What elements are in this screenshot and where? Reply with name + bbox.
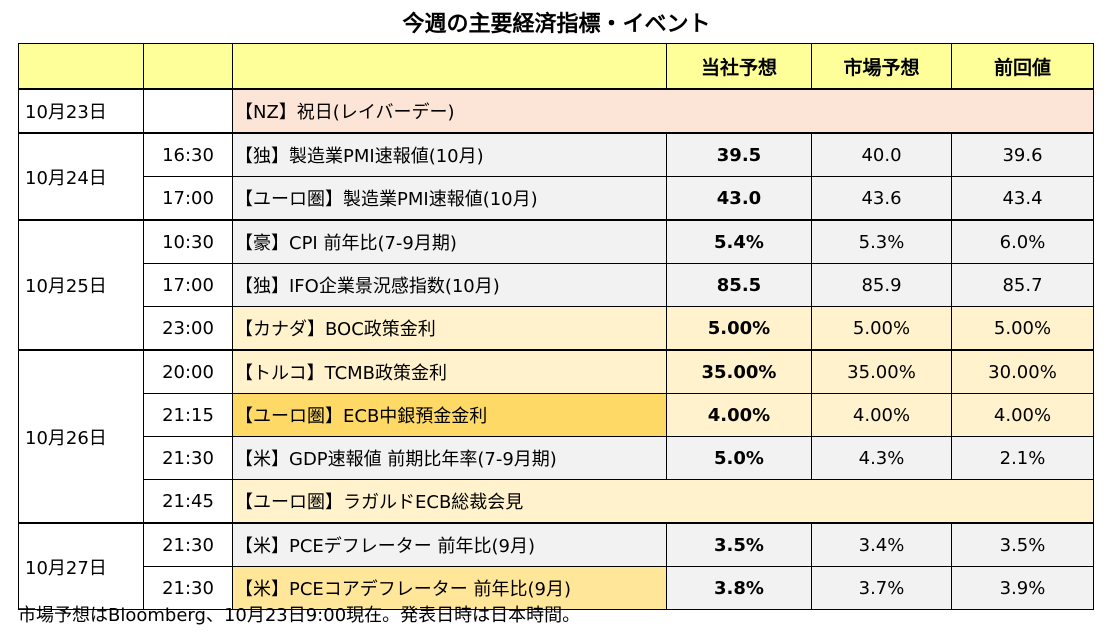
value-cell: 85.7 — [951, 263, 1094, 307]
value-cell: 85.5 — [666, 263, 812, 307]
header-cell — [18, 43, 144, 90]
value-cell: 40.0 — [811, 132, 952, 177]
header-cell: 前回値 — [951, 43, 1094, 90]
row: 21:15 【ユーロ圏】ECB中銀預金金利 4.00% 4.00% 4.00% — [19, 393, 1094, 437]
value-cell: 5.00% — [811, 306, 952, 351]
event-cell: 【豪】CPI 前年比(7-9月期) — [232, 219, 667, 264]
value-cell: 85.9 — [811, 263, 952, 307]
time-cell: 21:30 — [143, 566, 233, 610]
value-cell: 3.7% — [811, 566, 952, 610]
value-cell: 2.1% — [951, 436, 1094, 480]
event-cell: 【米】PCEコアデフレーター 前年比(9月) — [232, 566, 667, 610]
event-cell: 【NZ】祝日(レイバーデー) — [232, 88, 1094, 134]
event-cell: 【ユーロ圏】ラガルドECB総裁会見 — [232, 479, 1094, 524]
value-cell: 30.00% — [951, 349, 1094, 394]
row: 23:00 【カナダ】BOC政策金利 5.00% 5.00% 5.00% — [19, 306, 1094, 351]
value-cell: 39.6 — [951, 132, 1094, 177]
header-cell — [143, 43, 233, 90]
row: 10月27日 21:30 【米】PCEデフレーター 前年比(9月) 3.5% 3.4% 3… — [18, 522, 1094, 610]
event-cell: 【米】PCEデフレーター 前年比(9月) — [232, 522, 667, 567]
row: 10月26日 20:00 【トルコ】TCMB政策金利 35.00% 35.00% 30.0… — [18, 349, 1094, 524]
event-cell: 【独】IFO企業景況感指数(10月) — [232, 263, 667, 307]
value-cell: 5.00% — [951, 306, 1094, 351]
event-cell: 【米】GDP速報値 前期比年率(7-9月期) — [232, 436, 667, 480]
time-cell: 21:30 — [143, 522, 233, 567]
time-cell: 20:00 — [143, 349, 233, 394]
date-cell: 10月25日 — [18, 219, 144, 351]
event-cell: 【ユーロ圏】ECB中銀預金金利 — [232, 393, 667, 437]
row: 17:00 【ユーロ圏】製造業PMI速報値(10月) 43.0 43.6 43.4 — [19, 176, 1094, 221]
footnote: 市場予想はBloomberg、10月23日9:00現在。発表日時は日本時間。 — [18, 605, 581, 626]
time-cell: 21:45 — [143, 479, 233, 524]
value-cell: 39.5 — [666, 132, 812, 177]
indicator-table: 当社予想 市場予想 前回値 10月23日 【NZ】祝日(レイバーデー) 10月24日… — [18, 43, 1094, 610]
row: 21:45 【ユーロ圏】ラガルドECB総裁会見 — [19, 479, 1094, 524]
time-cell: 17:00 — [143, 176, 233, 221]
value-cell: 3.5% — [666, 522, 812, 567]
time-cell: 21:15 — [143, 393, 233, 437]
row: 17:00 【独】IFO企業景況感指数(10月) 85.5 85.9 85.7 — [19, 263, 1094, 307]
value-cell: 3.5% — [951, 522, 1094, 567]
value-cell: 5.4% — [666, 219, 812, 264]
date-cell: 10月23日 — [18, 88, 144, 134]
value-cell: 4.3% — [811, 436, 952, 480]
row: 10月23日 【NZ】祝日(レイバーデー) — [18, 88, 1094, 134]
value-cell: 35.00% — [811, 349, 952, 394]
event-cell: 【独】製造業PMI速報値(10月) — [232, 132, 667, 177]
value-cell: 4.00% — [666, 393, 812, 437]
time-cell: 16:30 — [143, 132, 233, 177]
header-cell — [232, 43, 667, 90]
value-cell: 3.8% — [666, 566, 812, 610]
date-cell: 10月26日 — [18, 349, 144, 524]
time-cell: 21:30 — [143, 436, 233, 480]
time-cell: 23:00 — [143, 306, 233, 351]
event-cell: 【トルコ】TCMB政策金利 — [232, 349, 667, 394]
row: 10月25日 10:30 【豪】CPI 前年比(7-9月期) 5.4% 5.3% 6.0% — [18, 219, 1094, 351]
header-cell: 当社予想 — [666, 43, 812, 90]
value-cell: 5.00% — [666, 306, 812, 351]
row: 21:30 【米】PCEコアデフレーター 前年比(9月) 3.8% 3.7% 3.9% — [19, 566, 1094, 610]
title: 今週の主要経済指標・イベント — [402, 12, 711, 37]
date-cell: 10月24日 — [18, 132, 144, 221]
value-cell: 43.6 — [811, 176, 952, 221]
header-cell: 市場予想 — [811, 43, 952, 90]
value-cell: 43.0 — [666, 176, 812, 221]
time-cell — [143, 88, 233, 134]
value-cell: 3.9% — [951, 566, 1094, 610]
value-cell: 6.0% — [951, 219, 1094, 264]
value-cell: 43.4 — [951, 176, 1094, 221]
event-cell: 【ユーロ圏】製造業PMI速報値(10月) — [232, 176, 667, 221]
value-cell: 3.4% — [811, 522, 952, 567]
value-cell: 4.00% — [811, 393, 952, 437]
value-cell: 35.00% — [666, 349, 812, 394]
event-cell: 【カナダ】BOC政策金利 — [232, 306, 667, 351]
value-cell: 5.3% — [811, 219, 952, 264]
time-cell: 10:30 — [143, 219, 233, 264]
row: 10月24日 16:30 【独】製造業PMI速報値(10月) 39.5 40.0 39.6 — [18, 132, 1094, 221]
row: 21:30 【米】GDP速報値 前期比年率(7-9月期) 5.0% 4.3% 2.1% — [19, 436, 1094, 480]
value-cell: 4.00% — [951, 393, 1094, 437]
date-cell: 10月27日 — [18, 522, 144, 610]
header-row: 当社予想 市場予想 前回値 — [18, 43, 1094, 90]
time-cell: 17:00 — [143, 263, 233, 307]
value-cell: 5.0% — [666, 436, 812, 480]
